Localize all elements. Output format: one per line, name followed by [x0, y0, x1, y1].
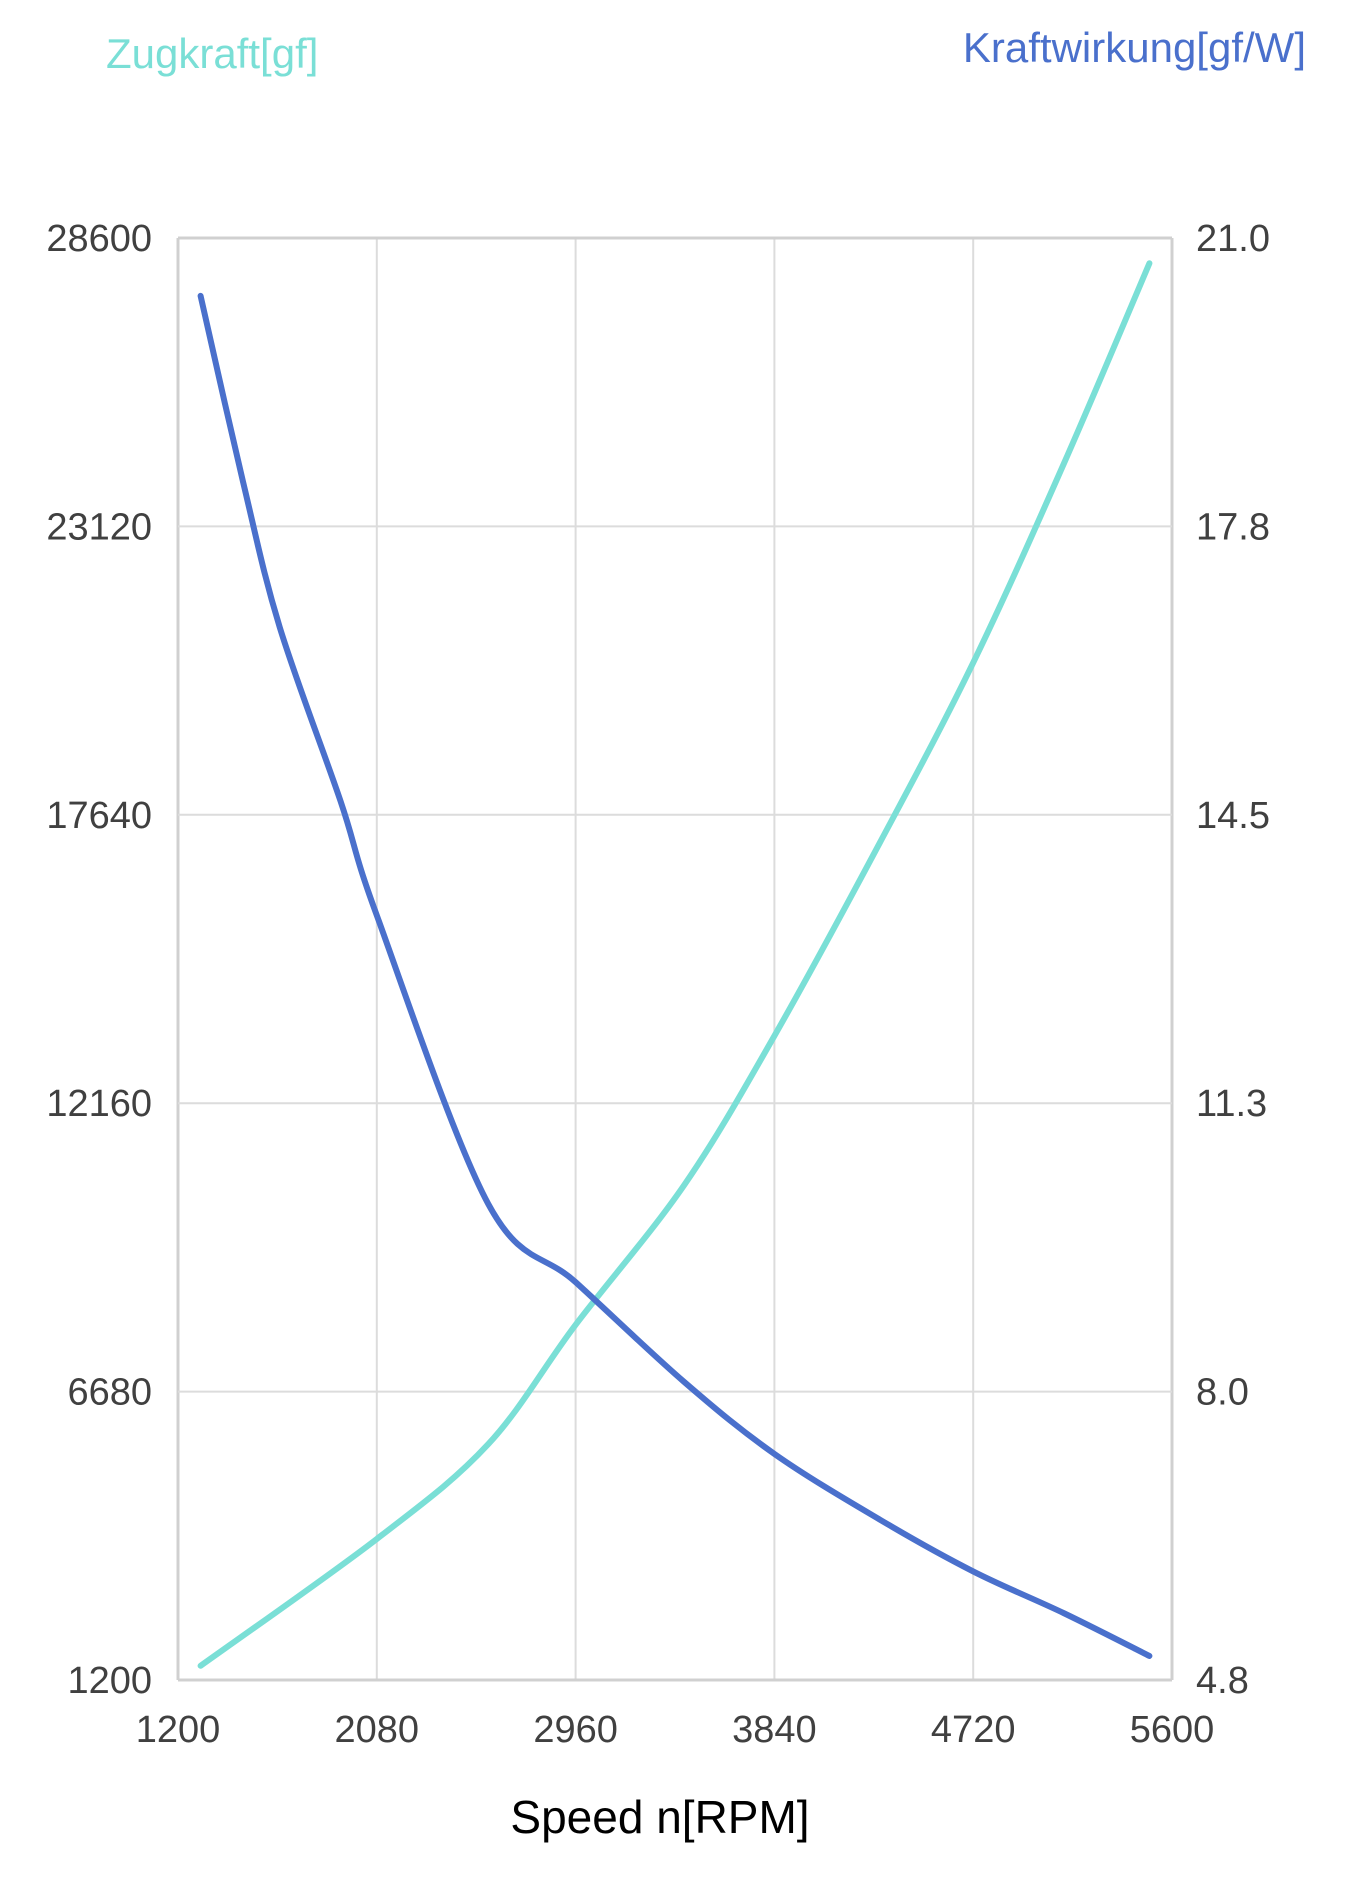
y-right-tick-label: 14.5: [1196, 795, 1270, 837]
series-lines: [197, 260, 1153, 1669]
zugkraft-line: [197, 260, 1153, 1669]
x-tick-label: 2960: [533, 1709, 618, 1751]
y-left-tick-label: 17640: [46, 795, 152, 837]
x-tick-label: 5600: [1130, 1709, 1215, 1751]
y-right-tick-label: 11.3: [1196, 1083, 1267, 1125]
y-right-tick-label: 21.0: [1196, 218, 1270, 260]
y-left-tick-label: 23120: [46, 506, 152, 548]
y-left-tick-label: 6680: [67, 1372, 152, 1414]
y-right-tick-label: 4.8: [1196, 1660, 1249, 1702]
left-axis-title: Zugkraft[gf]: [106, 30, 318, 77]
y-left-tick-label: 12160: [46, 1083, 152, 1125]
y-right-tick-label: 17.8: [1196, 506, 1270, 548]
kraftwirkung-line: [197, 292, 1153, 1659]
x-tick-label: 1200: [136, 1709, 221, 1751]
x-axis-title: Speed n[RPM]: [510, 1791, 809, 1843]
x-tick-label: 3840: [732, 1709, 817, 1751]
y-left-tick-label: 1200: [67, 1660, 152, 1702]
y-right-tick-label: 8.0: [1196, 1372, 1249, 1414]
gridlines: [176, 236, 1174, 1682]
y-left-tick-label: 28600: [46, 218, 152, 260]
x-tick-label: 2080: [335, 1709, 420, 1751]
x-tick-label: 4720: [931, 1709, 1016, 1751]
right-axis-title: Kraftwirkung[gf/W]: [963, 24, 1306, 71]
tick-labels: 1200 2080 2960 3840 4720 5600 1200 4.8 6680 8.0 12…: [46, 218, 1270, 1751]
